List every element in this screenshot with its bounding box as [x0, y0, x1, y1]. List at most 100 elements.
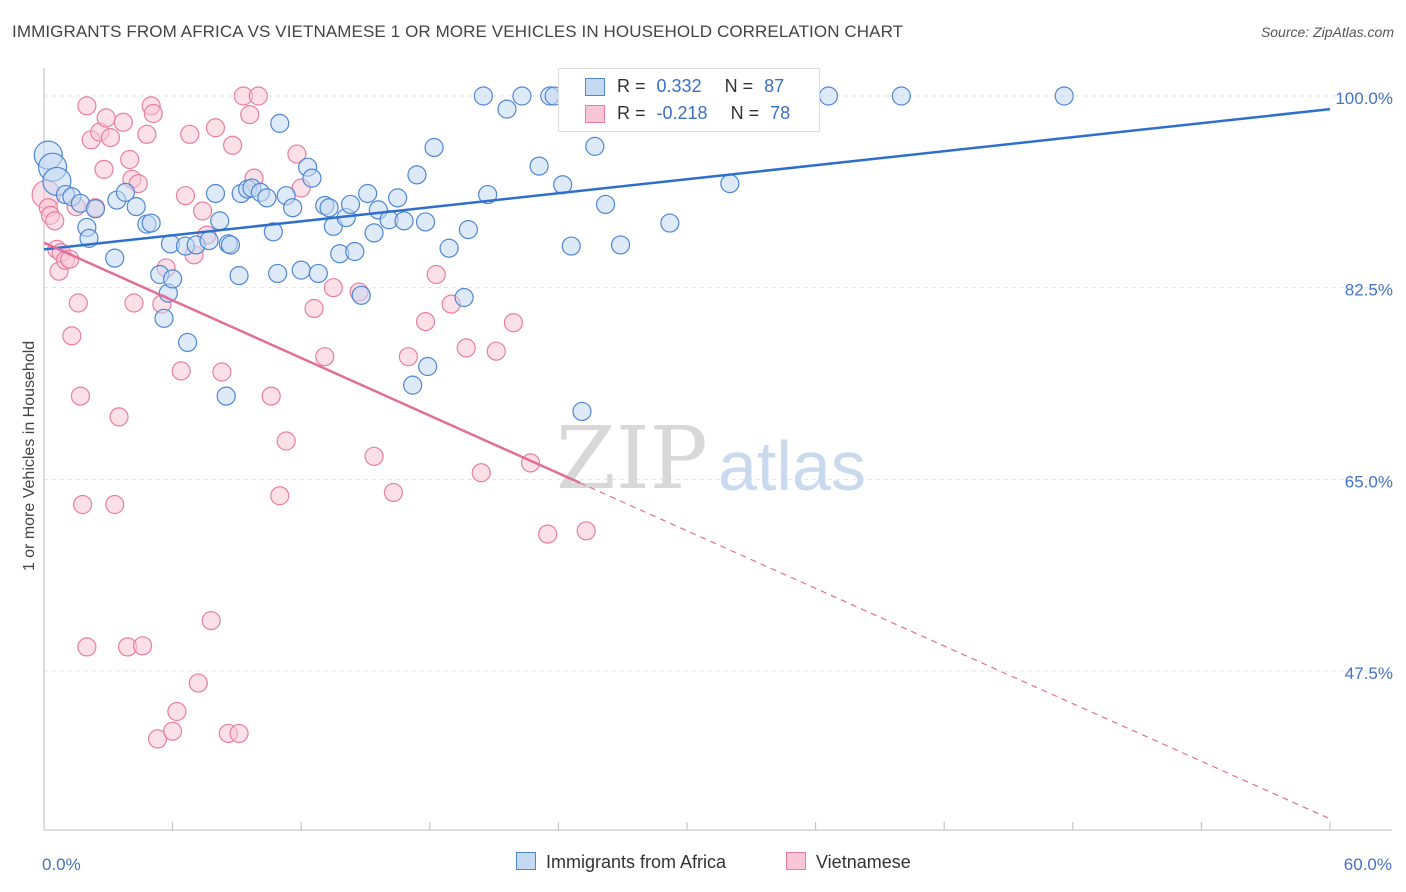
vietnamese-point: [167, 701, 187, 722]
vietnamese-point: [188, 673, 208, 693]
africa-point: [205, 183, 226, 204]
vietnamese-point: [323, 278, 343, 298]
africa-point: [458, 220, 478, 240]
africa-point: [319, 198, 339, 218]
africa-point: [407, 165, 427, 185]
africa-point: [163, 269, 183, 289]
vietnamese-point: [77, 637, 97, 657]
africa-point: [364, 223, 384, 243]
vietnamese-point: [229, 723, 249, 744]
vietnamese-point: [137, 124, 157, 144]
africa-point: [454, 287, 474, 308]
africa-point: [818, 86, 839, 106]
africa-point: [529, 156, 549, 176]
vietnamese-point: [248, 86, 268, 106]
vietnamese-point: [576, 521, 596, 541]
africa-swatch: [585, 78, 605, 96]
africa-points: [33, 86, 1074, 422]
vietnamese-point: [68, 293, 88, 313]
africa-point: [229, 266, 249, 286]
n-label: N =: [724, 76, 754, 96]
africa-trend-line: [43, 107, 1331, 251]
africa-point: [220, 235, 241, 255]
africa-legend-swatch: [516, 852, 536, 870]
vietnamese-point: [124, 293, 144, 313]
source-label: Source: ZipAtlas.com: [1260, 24, 1394, 40]
vietnamese-point: [398, 347, 418, 367]
africa-point: [141, 213, 161, 233]
vietnamese-point: [456, 338, 476, 358]
vietnamese-point: [77, 96, 97, 116]
africa-point: [424, 137, 444, 158]
vietnamese-point: [486, 341, 506, 361]
africa-point: [351, 285, 371, 305]
africa-legend-label: Immigrants from Africa: [546, 852, 727, 872]
vietnamese-point: [212, 362, 232, 382]
vietnamese-point: [60, 249, 80, 269]
africa-point: [340, 194, 361, 215]
y-tick-label: 82.5%: [1345, 281, 1393, 300]
vietnamese-point: [426, 264, 446, 285]
vietnamese-point: [45, 211, 65, 231]
africa-point: [497, 99, 517, 119]
vietnamese-point: [175, 186, 196, 206]
africa-point: [291, 260, 311, 280]
vietnamese-point: [240, 105, 260, 125]
bottom-legend-africa: Immigrants from Africa: [516, 852, 726, 873]
vietnamese-point: [205, 118, 226, 138]
vietnamese-point: [62, 326, 82, 346]
vietnamese-point: [70, 386, 91, 406]
vietnamese-point: [223, 135, 243, 155]
africa-point: [105, 248, 125, 268]
vietnamese-trend-line: [43, 241, 581, 484]
vietnamese-point: [503, 313, 523, 333]
vietnamese-point: [143, 103, 163, 124]
vietnamese-point: [180, 124, 200, 144]
africa-point: [308, 263, 328, 284]
vietnamese-point: [304, 298, 324, 319]
africa-point: [199, 230, 219, 251]
vietnamese-legend-swatch: [786, 852, 806, 870]
vietnamese-point: [171, 361, 191, 381]
africa-point: [720, 174, 740, 194]
vietnamese-point: [261, 386, 281, 406]
n-value: 87: [764, 76, 785, 96]
vietnamese-point: [120, 149, 140, 170]
africa-point: [585, 136, 605, 156]
africa-point: [263, 222, 283, 242]
x-tick-label-min: 0.0%: [42, 855, 81, 874]
vietnamese-point: [94, 159, 114, 179]
africa-point: [1054, 86, 1074, 106]
vietnamese-point: [270, 486, 290, 506]
africa-point: [154, 308, 174, 328]
africa-point: [891, 86, 911, 106]
africa-point: [660, 213, 680, 233]
africa-point: [345, 241, 365, 262]
africa-point: [572, 401, 592, 422]
africa-point: [473, 86, 493, 106]
africa-point: [302, 168, 322, 188]
africa-point: [595, 194, 616, 215]
n-label: N =: [730, 103, 760, 123]
africa-point: [478, 184, 498, 205]
africa-point: [126, 197, 146, 217]
x-tick-label-max: 60.0%: [1344, 855, 1392, 874]
africa-point: [210, 211, 230, 231]
africa-point: [394, 211, 414, 231]
africa-point: [415, 212, 436, 232]
y-tick-label: 65.0%: [1345, 472, 1393, 491]
x-ticks: [43, 822, 1331, 830]
africa-point: [115, 182, 136, 202]
vietnamese-point: [105, 494, 125, 515]
vietnamese-point: [109, 407, 129, 427]
vietnamese-swatch: [585, 105, 605, 123]
africa-point: [610, 235, 631, 255]
africa-point: [270, 113, 290, 133]
africa-point: [283, 198, 303, 218]
vietnamese-point: [287, 144, 307, 164]
vietnamese-point: [147, 729, 168, 749]
africa-point: [358, 183, 378, 204]
legend-text-vietnamese: R = -0.218 N = 78: [617, 103, 790, 124]
bottom-legend-vietnamese: Vietnamese: [786, 852, 911, 873]
